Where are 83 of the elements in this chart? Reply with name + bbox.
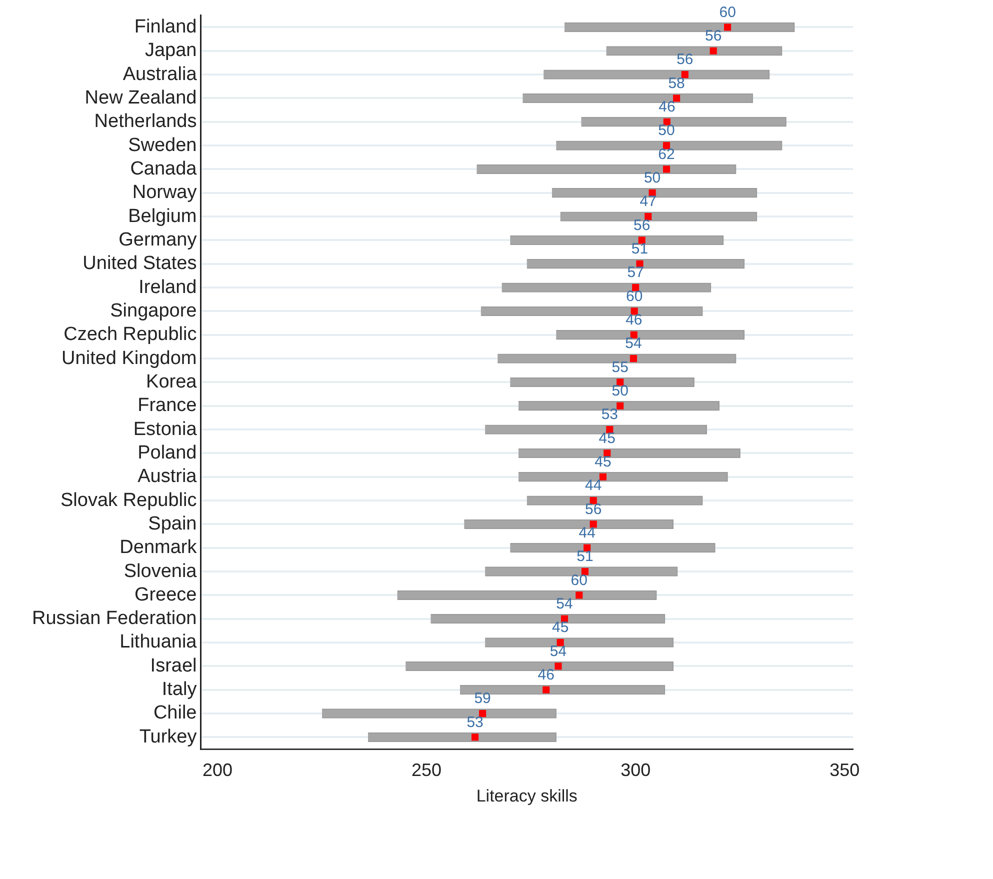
annotation: 45 (594, 454, 612, 470)
annotation: 46 (658, 98, 676, 116)
annotation: 56 (676, 51, 694, 68)
annotation: 50 (612, 382, 628, 400)
point (479, 710, 486, 718)
point (644, 213, 652, 220)
point (710, 47, 717, 54)
point (581, 568, 589, 576)
y-tick-label: Canada (130, 158, 198, 180)
y-tick-label: Italy (162, 679, 198, 700)
annotation: 54 (550, 642, 567, 660)
y-tick-label: France (138, 395, 197, 416)
y-tick-label: Greece (134, 584, 197, 606)
annotation: 55 (612, 358, 628, 376)
y-tick-label: Poland (138, 442, 197, 464)
y-tick-label: Norway (132, 182, 198, 204)
point (724, 24, 732, 31)
annotation: 44 (578, 524, 596, 542)
point (630, 355, 638, 362)
point (662, 166, 670, 173)
annotation: 54 (625, 335, 642, 352)
y-tick-label: Spain (148, 513, 197, 534)
y-tick-label: Netherlands (94, 111, 197, 132)
point (590, 520, 597, 528)
y-tick-label: Lithuania (120, 632, 198, 653)
annotation: 56 (705, 28, 722, 45)
y-tick-label: United States (82, 253, 197, 274)
annotation: 45 (598, 430, 616, 447)
point (673, 94, 680, 102)
y-tick-label: Slovak Republic (60, 490, 197, 511)
y-tick-label: Chile (153, 702, 197, 724)
annotation: 51 (576, 548, 594, 566)
y-tick-label: New Zealand (84, 87, 197, 108)
annotation: 44 (585, 477, 602, 494)
x-axis-title: Literacy skills (476, 786, 578, 806)
y-tick-label: Russian Federation (32, 608, 197, 630)
y-tick-label: Germany (118, 229, 198, 250)
annotation: 47 (640, 193, 656, 210)
y-tick-label: Slovenia (124, 560, 198, 582)
annotation: 60 (719, 4, 736, 21)
y-tick-label: United Kingdom (62, 348, 197, 369)
annotation: 46 (626, 312, 642, 329)
point (681, 71, 688, 78)
y-tick-label: Singapore (110, 300, 197, 322)
annotation: 60 (626, 288, 643, 305)
y-tick-label: Finland (134, 16, 197, 38)
annotation: 46 (538, 666, 554, 684)
point (576, 592, 583, 599)
point (599, 473, 607, 480)
y-tick-label: Japan (144, 40, 197, 62)
annotation: 59 (474, 690, 491, 708)
y-tick-label: Estonia (133, 418, 198, 440)
point (554, 662, 562, 670)
point (542, 686, 550, 694)
annotation: 57 (627, 264, 644, 282)
annotation: 51 (631, 240, 648, 258)
annotation: 45 (552, 619, 569, 636)
x-tick-label: 350 (830, 760, 860, 780)
y-tick-label: Israel (150, 655, 197, 676)
annotation: 50 (658, 122, 675, 140)
annotation: 54 (556, 595, 573, 612)
y-tick-label: Turkey (139, 726, 198, 748)
point (472, 734, 479, 741)
y-tick-label: Czech Republic (64, 324, 197, 346)
annotation: 62 (658, 146, 675, 163)
annotation: 50 (644, 170, 661, 187)
y-tick-label: Austria (138, 466, 198, 488)
annotation: 56 (634, 216, 650, 234)
point (616, 402, 624, 410)
y-tick-label: Korea (146, 371, 198, 392)
y-tick-label: Denmark (120, 537, 198, 558)
annotation: 60 (570, 572, 588, 589)
y-tick-label: Sweden (128, 134, 197, 156)
x-tick-label: 200 (202, 760, 233, 780)
x-tick-label: 300 (620, 760, 651, 780)
x-tick-label: 250 (412, 760, 442, 780)
y-tick-label: Belgium (128, 206, 197, 227)
annotation: 53 (466, 714, 484, 731)
annotation: 58 (668, 74, 685, 92)
annotation: 53 (601, 406, 618, 424)
y-tick-label: Ireland (138, 276, 197, 298)
annotation: 56 (585, 500, 602, 518)
y-tick-label: Australia (122, 64, 198, 85)
